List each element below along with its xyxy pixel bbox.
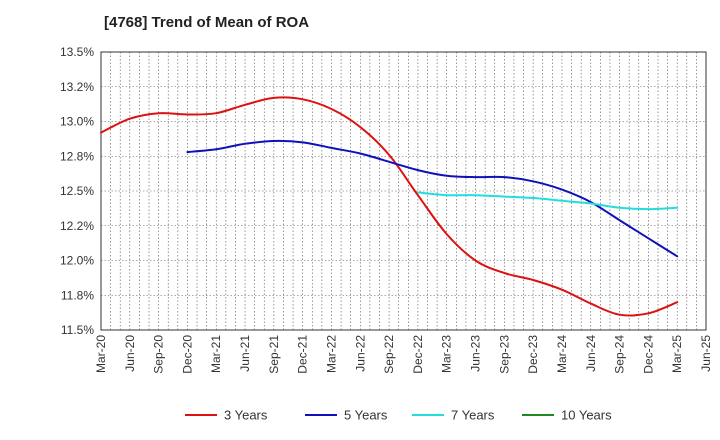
x-tick-label: Mar-22 bbox=[324, 335, 338, 373]
x-tick-label: Sep-23 bbox=[497, 335, 511, 374]
x-tick-label: Sep-22 bbox=[382, 335, 396, 374]
chart-title: [4768] Trend of Mean of ROA bbox=[104, 14, 310, 31]
series-layer bbox=[100, 96, 679, 317]
series-line-7-years bbox=[416, 191, 679, 211]
y-tick-label: 11.5% bbox=[61, 323, 94, 337]
x-tick-label: Mar-23 bbox=[440, 335, 454, 373]
y-tick-label: 12.8% bbox=[60, 149, 94, 163]
x-tick-label: Sep-20 bbox=[152, 335, 166, 374]
x-tick-label: Sep-21 bbox=[267, 335, 281, 374]
x-tick-label: Dec-24 bbox=[641, 335, 655, 374]
x-tick-label: Mar-20 bbox=[94, 335, 108, 373]
x-tick-label: Mar-24 bbox=[555, 335, 569, 373]
x-tick-label: Dec-21 bbox=[296, 335, 310, 374]
y-tick-label: 11.8% bbox=[61, 288, 94, 302]
x-tick-label: Mar-25 bbox=[670, 335, 684, 373]
x-tick-label: Sep-24 bbox=[613, 335, 627, 374]
x-tick-label: Jun-25 bbox=[699, 335, 713, 372]
legend-label-10-years: 10 Years bbox=[561, 408, 612, 423]
y-tick-label: 13.2% bbox=[60, 80, 94, 94]
legend-label-7-years: 7 Years bbox=[451, 408, 495, 423]
y-tick-label: 13.0% bbox=[60, 115, 94, 129]
x-tick-label: Jun-24 bbox=[584, 335, 598, 372]
x-tick-label: Jun-23 bbox=[469, 335, 483, 372]
x-tick-label: Dec-20 bbox=[180, 335, 194, 374]
legend-label-5-years: 5 Years bbox=[344, 408, 388, 423]
y-tick-label: 12.5% bbox=[60, 184, 94, 198]
axis-layer: 11.5% 11.8% 12.0% 12.2% 12.5% 12.8% 13.0% 13.2%… bbox=[60, 45, 713, 374]
legend: 3 Years 5 Years 7 Years 10 Years bbox=[185, 408, 612, 423]
y-tick-label: 12.0% bbox=[60, 254, 94, 268]
x-tick-label: Mar-21 bbox=[209, 335, 223, 373]
x-tick-label: Dec-22 bbox=[411, 335, 425, 374]
x-tick-label: Dec-23 bbox=[526, 335, 540, 374]
x-tick-label: Jun-20 bbox=[123, 335, 137, 372]
y-tick-label: 13.5% bbox=[60, 45, 94, 59]
y-tick-label: 12.2% bbox=[60, 219, 94, 233]
legend-label-3-years: 3 Years bbox=[224, 408, 268, 423]
x-tick-label: Jun-22 bbox=[353, 335, 367, 372]
x-tick-label: Jun-21 bbox=[238, 335, 252, 372]
series-line-3-years bbox=[100, 96, 679, 317]
plot-frame bbox=[100, 51, 707, 331]
